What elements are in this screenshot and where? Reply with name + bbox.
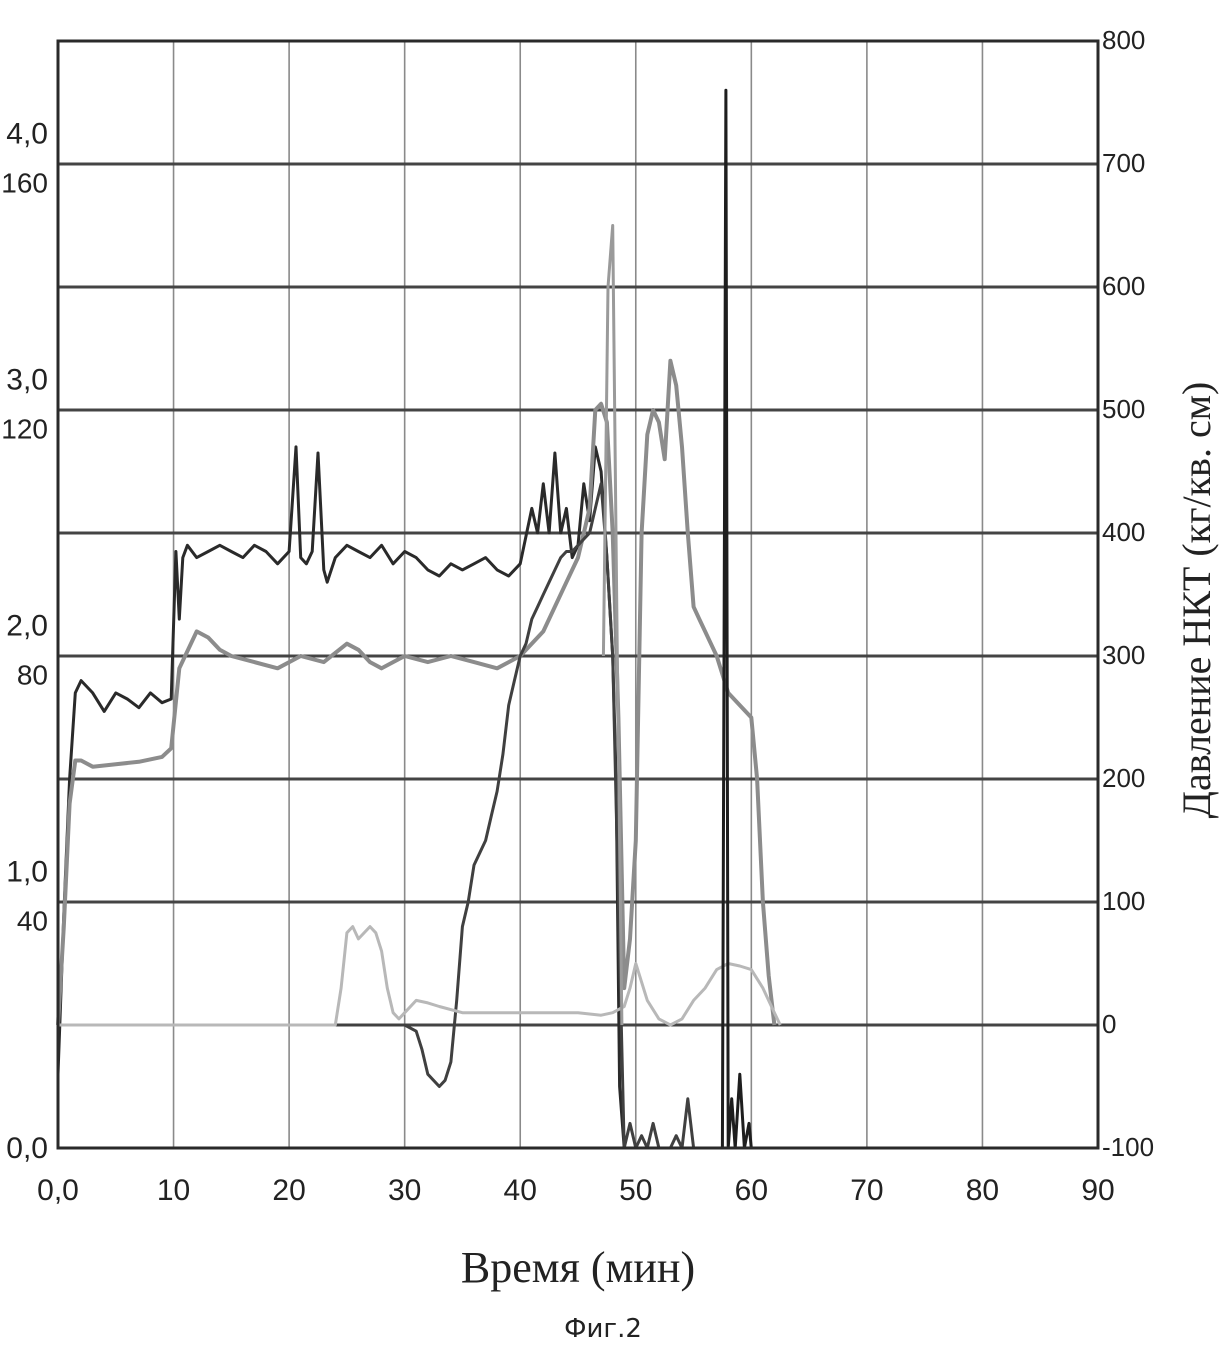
x-tick-label: 20 (272, 1174, 305, 1207)
left-tick-label-secondary: 160 (1, 167, 48, 198)
left-tick-label-primary: 4,0 (6, 117, 48, 150)
right-tick-label: 800 (1102, 25, 1145, 55)
x-tick-label: 30 (388, 1174, 421, 1207)
x-tick-label: 60 (735, 1174, 768, 1207)
right-tick-label: 300 (1102, 640, 1145, 670)
x-axis-label: Время (мин) (461, 1243, 695, 1292)
x-tick-label: 80 (966, 1174, 999, 1207)
right-axis-label: Давление НКТ (кг/кв. см) (1174, 382, 1219, 819)
right-tick-label: 700 (1102, 148, 1145, 178)
x-tick-label: 50 (619, 1174, 652, 1207)
right-tick-label: 500 (1102, 394, 1145, 424)
right-tick-label: 600 (1102, 271, 1145, 301)
right-tick-label: -100 (1102, 1132, 1154, 1162)
x-tick-label: 90 (1081, 1174, 1114, 1207)
x-tick-label: 70 (850, 1174, 883, 1207)
right-tick-label: 100 (1102, 886, 1145, 916)
left-tick-label-primary: 3,0 (6, 363, 48, 396)
left-tick-label-secondary: 40 (17, 905, 48, 936)
left-tick-label-primary: 0,0 (6, 1132, 48, 1165)
left-tick-label-secondary: 120 (1, 413, 48, 444)
x-tick-label: 40 (504, 1174, 537, 1207)
left-tick-label-primary: 1,0 (6, 855, 48, 888)
x-tick-label: 10 (157, 1174, 190, 1207)
right-tick-label: 0 (1102, 1009, 1116, 1039)
right-tick-label: 200 (1102, 763, 1145, 793)
figure-caption: Фиг.2 (564, 1314, 642, 1344)
left-tick-label-primary: 2,0 (6, 609, 48, 642)
left-tick-label-secondary: 80 (17, 659, 48, 690)
x-tick-label: 0,0 (37, 1174, 79, 1207)
right-tick-label: 400 (1102, 517, 1145, 547)
